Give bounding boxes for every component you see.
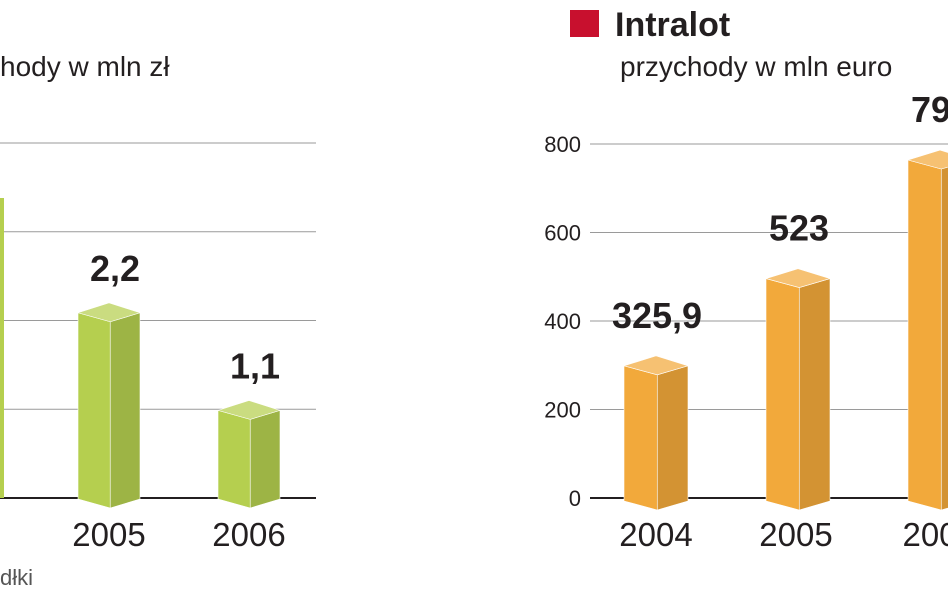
right-bars: 325,9 523 791 [612, 89, 948, 511]
left-chart-subtitle: hody w mln zł [0, 51, 170, 82]
right-y-tick-label: 0 [569, 486, 581, 511]
right-bar-value-label: 325,9 [612, 295, 702, 336]
source-fragment: dłki [0, 565, 33, 590]
right-category-labels: 2004 2005 200 [619, 516, 948, 553]
right-bar [622, 355, 690, 511]
left-bar-value-label: 1,1 [230, 345, 280, 386]
right-y-tick-label: 200 [544, 398, 581, 423]
left-category-label: 2005 [72, 516, 145, 553]
left-bar [76, 302, 142, 509]
legend-square-icon [570, 10, 599, 37]
right-category-label: 2004 [619, 516, 692, 553]
right-bar-value-label: 791 [911, 89, 948, 130]
left-bar-value-label: 2,2 [90, 248, 140, 289]
right-category-label: 2005 [759, 516, 832, 553]
right-chart-subtitle: przychody w mln euro [620, 51, 892, 82]
right-y-tick-label: 400 [544, 309, 581, 334]
right-y-tick-label: 600 [544, 221, 581, 246]
right-y-tick-label: 800 [544, 132, 581, 157]
right-bar-value-label: 523 [769, 208, 829, 249]
left-category-label: 2006 [212, 516, 285, 553]
right-bar [906, 149, 948, 511]
right-chart-title: Intralot [615, 6, 730, 44]
left-category-labels: 420052006 [72, 516, 285, 553]
right-category-label: 200 [902, 516, 948, 553]
left-bar [216, 400, 282, 509]
left-bar-clipped [0, 198, 4, 498]
right-bar [764, 268, 832, 511]
left-bars: 2,2 1,1 [0, 198, 282, 509]
right-chart: Intralot przychody w mln euro 800 600 400 2… [544, 6, 948, 553]
left-chart: hody w mln zł 2,21,1 420052006 dłki [0, 51, 316, 590]
right-y-tick-labels: 800 600 400 200 0 [544, 132, 581, 511]
